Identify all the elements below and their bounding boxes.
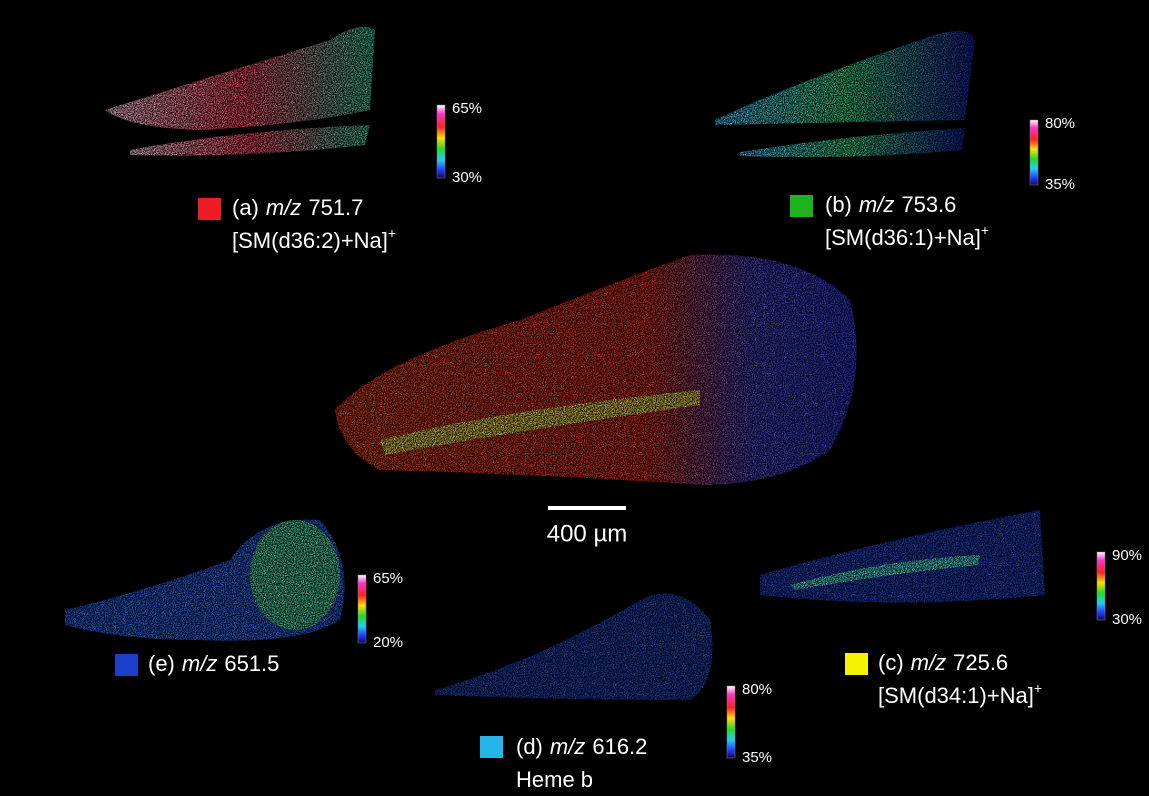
ion-label: [SM(d34:1)+Na]+ (878, 680, 1042, 708)
legend-swatch (790, 195, 813, 217)
ion: [SM(d36:2)+Na] (232, 228, 388, 253)
ion-label: Heme b (516, 767, 593, 792)
charge: + (1034, 680, 1042, 696)
colorbar-max: 65% (373, 570, 403, 587)
mz-value: 651.5 (224, 651, 279, 676)
panel-letter: (c) (878, 650, 904, 675)
ion: [SM(d34:1)+Na] (878, 683, 1034, 708)
mz-label: m/z (266, 195, 301, 220)
colorbar-min: 30% (452, 169, 482, 186)
panel-label: (a) m/z 751.7 (232, 195, 363, 220)
mz-value: 616.2 (592, 734, 647, 759)
panel-letter: (a) (232, 195, 259, 220)
colorbar-min: 30% (1112, 611, 1142, 628)
colorbar (727, 686, 735, 758)
colorbar-min: 35% (742, 749, 772, 766)
colorbar-max: 65% (452, 100, 482, 117)
panel-letter: (d) (516, 734, 543, 759)
figure: 400 µm (a)m/z751.7[SM(d36:2)+Na]+65%30%(… (0, 0, 1149, 796)
panel-label: (d) m/z 616.2 (516, 734, 647, 759)
panel-letter: (b) (825, 192, 852, 217)
ion: [SM(d36:1)+Na] (825, 225, 981, 250)
ion-label: [SM(d36:2)+Na]+ (232, 225, 396, 253)
ion-label: [SM(d36:1)+Na]+ (825, 222, 989, 250)
legend-swatch (845, 653, 868, 675)
legend-swatch (198, 198, 221, 220)
mz-value: 753.6 (901, 192, 956, 217)
tissue-e-head (250, 520, 340, 630)
mz-value: 725.6 (953, 650, 1008, 675)
colorbar-max: 80% (1045, 115, 1075, 132)
charge: + (981, 222, 989, 238)
legend-swatch (115, 654, 138, 676)
mz-value: 751.7 (308, 195, 363, 220)
legend-swatch (480, 736, 503, 758)
colorbar (1097, 552, 1105, 620)
colorbar-min: 35% (1045, 176, 1075, 193)
panel-label: (b) m/z 753.6 (825, 192, 956, 217)
mz-label: m/z (550, 734, 585, 759)
colorbar-max: 90% (1112, 547, 1142, 564)
scale-bar-label: 400 µm (547, 520, 628, 547)
mz-label: m/z (182, 651, 217, 676)
panel-label: (c) m/z 725.6 (878, 650, 1008, 675)
charge: + (388, 225, 396, 241)
ion: Heme b (516, 767, 593, 792)
colorbar-max: 80% (742, 681, 772, 698)
colorbar (1030, 120, 1038, 185)
mz-label: m/z (859, 192, 894, 217)
mz-label: m/z (911, 650, 946, 675)
colorbar (437, 105, 445, 178)
colorbar-min: 20% (373, 634, 403, 651)
panel-letter: (e) (148, 651, 175, 676)
colorbar (358, 575, 366, 643)
panel-label: (e) m/z 651.5 (148, 651, 279, 676)
